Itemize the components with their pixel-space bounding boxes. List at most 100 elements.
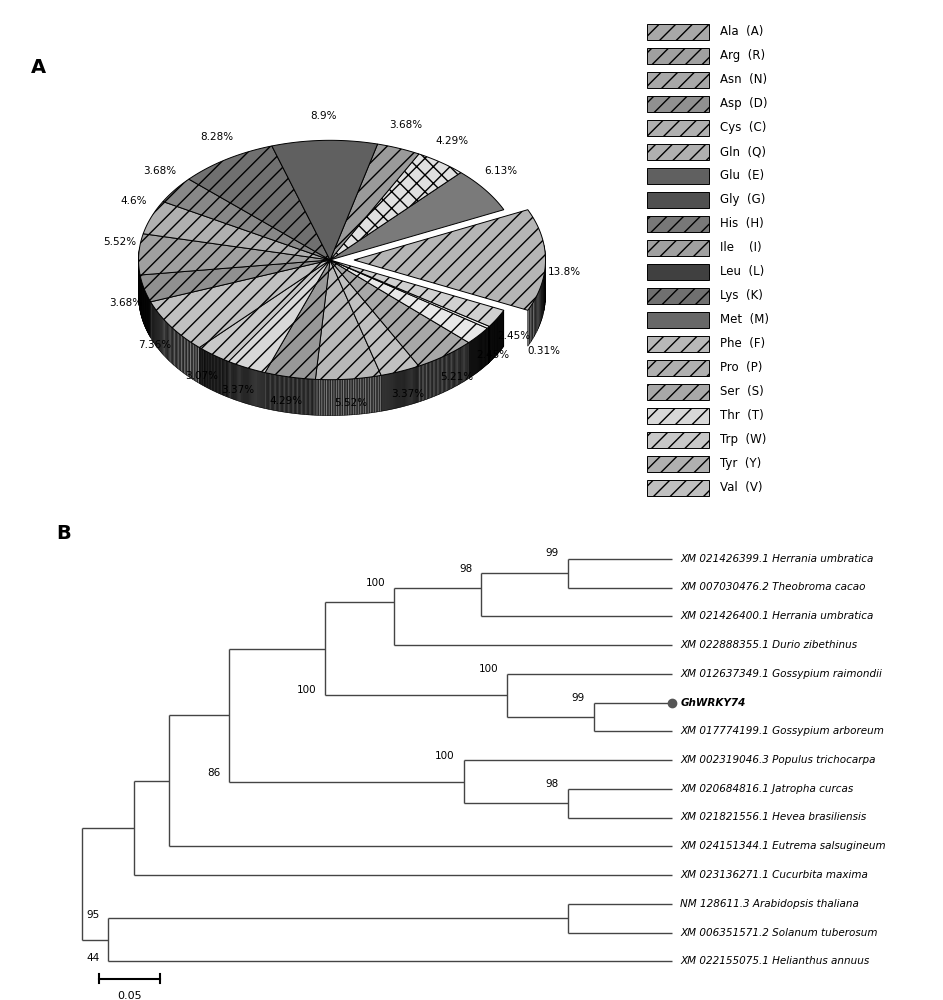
Polygon shape <box>430 362 431 398</box>
Text: 95: 95 <box>86 910 99 920</box>
Polygon shape <box>401 371 402 407</box>
Polygon shape <box>351 379 353 415</box>
Text: Val  (V): Val (V) <box>720 482 763 494</box>
Polygon shape <box>439 358 440 394</box>
Text: Tyr  (Y): Tyr (Y) <box>720 458 762 471</box>
Polygon shape <box>537 293 538 331</box>
Text: 8.9%: 8.9% <box>310 111 338 121</box>
Polygon shape <box>306 379 307 415</box>
Polygon shape <box>422 365 423 401</box>
Polygon shape <box>175 331 176 368</box>
Polygon shape <box>167 322 168 359</box>
Polygon shape <box>189 340 190 377</box>
Polygon shape <box>286 376 287 412</box>
Polygon shape <box>157 312 158 349</box>
Polygon shape <box>346 379 348 415</box>
Polygon shape <box>423 364 424 401</box>
Text: 8.28%: 8.28% <box>200 132 233 142</box>
Polygon shape <box>264 372 265 408</box>
FancyBboxPatch shape <box>647 144 709 160</box>
Polygon shape <box>164 320 165 357</box>
Polygon shape <box>172 327 173 364</box>
Polygon shape <box>319 379 321 415</box>
Polygon shape <box>450 353 451 389</box>
Polygon shape <box>253 369 254 406</box>
Polygon shape <box>266 373 268 409</box>
FancyBboxPatch shape <box>647 336 709 352</box>
FancyBboxPatch shape <box>647 120 709 136</box>
Polygon shape <box>399 371 400 408</box>
Polygon shape <box>265 373 266 409</box>
Polygon shape <box>392 373 393 409</box>
Polygon shape <box>341 379 342 415</box>
Polygon shape <box>457 349 458 385</box>
Polygon shape <box>454 351 455 387</box>
Polygon shape <box>317 379 319 415</box>
Polygon shape <box>315 379 317 415</box>
Polygon shape <box>141 260 330 302</box>
Polygon shape <box>256 370 257 407</box>
Text: 44: 44 <box>86 953 99 963</box>
Polygon shape <box>359 378 361 414</box>
Polygon shape <box>535 298 536 336</box>
Polygon shape <box>139 234 330 275</box>
Text: XM 024151344.1 Eutrema salsugineum: XM 024151344.1 Eutrema salsugineum <box>681 841 886 851</box>
Polygon shape <box>178 333 179 370</box>
Polygon shape <box>453 352 454 388</box>
Polygon shape <box>279 375 280 411</box>
FancyBboxPatch shape <box>647 456 709 472</box>
Polygon shape <box>302 378 304 414</box>
Polygon shape <box>442 356 443 393</box>
Polygon shape <box>254 370 255 406</box>
Text: 100: 100 <box>479 664 498 674</box>
Polygon shape <box>390 373 391 410</box>
Polygon shape <box>263 372 264 408</box>
Polygon shape <box>538 290 539 329</box>
Text: XM 021821556.1 Hevea brasiliensis: XM 021821556.1 Hevea brasiliensis <box>681 812 867 822</box>
Polygon shape <box>291 377 293 413</box>
Polygon shape <box>156 310 157 347</box>
Polygon shape <box>378 376 379 412</box>
Polygon shape <box>293 377 294 414</box>
Polygon shape <box>419 366 421 402</box>
Text: XM 022888355.1 Durio zibethinus: XM 022888355.1 Durio zibethinus <box>681 640 857 650</box>
Polygon shape <box>304 379 305 415</box>
Polygon shape <box>339 379 341 415</box>
Polygon shape <box>402 371 403 407</box>
Polygon shape <box>530 305 531 344</box>
Polygon shape <box>350 379 351 415</box>
Polygon shape <box>143 202 330 260</box>
Polygon shape <box>440 357 442 394</box>
Polygon shape <box>539 288 540 326</box>
Polygon shape <box>151 260 330 347</box>
Polygon shape <box>194 345 196 381</box>
Polygon shape <box>404 370 405 406</box>
Polygon shape <box>259 371 260 407</box>
Polygon shape <box>179 334 181 371</box>
Text: Ile    (I): Ile (I) <box>720 241 762 254</box>
Polygon shape <box>290 377 291 413</box>
Polygon shape <box>354 210 545 310</box>
Polygon shape <box>165 321 167 358</box>
Polygon shape <box>260 371 261 408</box>
Polygon shape <box>468 343 469 379</box>
Polygon shape <box>284 376 286 412</box>
Text: 98: 98 <box>459 564 472 574</box>
Polygon shape <box>447 354 449 391</box>
Polygon shape <box>379 375 381 412</box>
Polygon shape <box>385 374 387 411</box>
Polygon shape <box>176 332 178 369</box>
Text: 99: 99 <box>571 693 585 703</box>
Polygon shape <box>258 371 259 407</box>
Polygon shape <box>272 374 273 410</box>
Polygon shape <box>394 373 395 409</box>
Polygon shape <box>287 377 288 413</box>
Polygon shape <box>445 355 446 392</box>
Polygon shape <box>296 378 297 414</box>
Polygon shape <box>307 379 308 415</box>
Polygon shape <box>449 353 450 390</box>
Text: XM 006351571.2 Solanum tuberosum: XM 006351571.2 Solanum tuberosum <box>681 928 878 938</box>
Polygon shape <box>280 376 281 412</box>
Polygon shape <box>370 377 372 413</box>
Polygon shape <box>158 314 159 351</box>
